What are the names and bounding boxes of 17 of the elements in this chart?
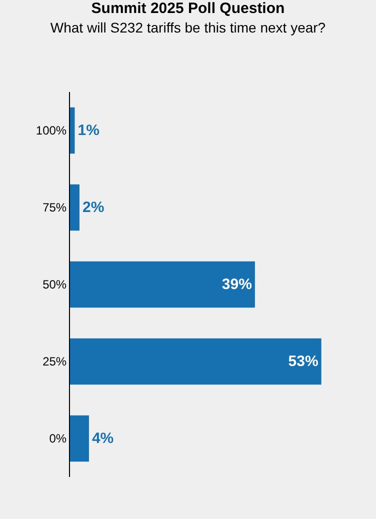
bar <box>70 415 89 462</box>
chart-subtitle: What will S232 tariffs be this time next year? <box>50 19 326 36</box>
y-tick-label: 75% <box>42 200 67 215</box>
bar <box>70 338 322 385</box>
data-label: 39% <box>222 276 252 293</box>
y-tick-label: 100% <box>36 124 67 138</box>
y-tick-label: 25% <box>42 354 67 369</box>
data-label: 2% <box>82 199 104 216</box>
y-tick-label: 0% <box>49 432 67 446</box>
bar <box>70 107 75 154</box>
y-tick-label: 50% <box>42 278 67 292</box>
data-label: 1% <box>78 122 100 139</box>
data-label: 4% <box>92 430 114 447</box>
bar <box>70 261 255 308</box>
data-label: 53% <box>288 353 318 370</box>
chart-title: Summit 2025 Poll Question <box>91 0 285 17</box>
bar <box>70 184 80 231</box>
